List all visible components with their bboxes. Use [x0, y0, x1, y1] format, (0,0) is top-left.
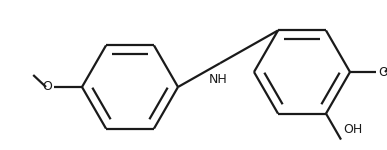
Text: O: O: [42, 81, 52, 93]
Text: NH: NH: [209, 73, 228, 86]
Text: OH: OH: [343, 123, 362, 136]
Text: O: O: [378, 66, 387, 78]
